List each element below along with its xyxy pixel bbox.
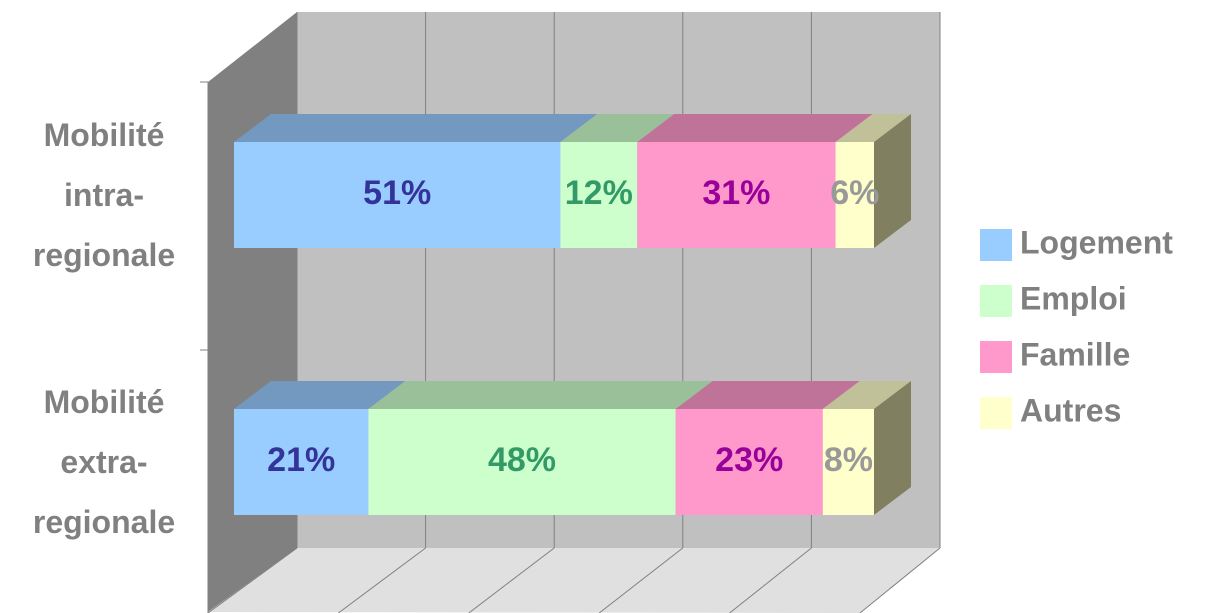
bar [675, 409, 823, 515]
legend-swatch [980, 285, 1012, 317]
legend-swatch [980, 341, 1012, 373]
floor-grid-line [468, 547, 555, 613]
data-label: 48% [488, 441, 556, 479]
legend-label: Autres [1020, 392, 1121, 428]
bar-segment [637, 114, 873, 248]
bar-top [835, 114, 911, 142]
bar-top [822, 381, 911, 409]
bar-side [874, 381, 911, 515]
bar-segment [560, 114, 675, 248]
bar-top [234, 114, 598, 142]
floor-grid-line [598, 547, 684, 613]
legend-label: Logement [1020, 224, 1173, 260]
floor-grid-line [859, 547, 941, 613]
bar-segment [234, 114, 598, 248]
floor-grid-line [338, 547, 426, 613]
bar [637, 142, 836, 248]
legend-swatch [980, 229, 1012, 261]
bar [234, 409, 369, 515]
bar-top [368, 381, 713, 409]
bar [234, 142, 561, 248]
bar [835, 142, 874, 248]
data-label: 23% [715, 441, 783, 479]
data-label: 6% [830, 174, 879, 212]
bar [822, 409, 874, 515]
data-label: 51% [363, 174, 431, 212]
data-label: 21% [267, 441, 335, 479]
data-label: 8% [824, 441, 873, 479]
category-label: Mobilité extra-regionale [32, 384, 176, 540]
data-label: 31% [702, 174, 770, 212]
floor [208, 548, 940, 613]
floor-grid-line [729, 547, 812, 613]
bar-segment [822, 381, 911, 515]
bar-segment [675, 381, 860, 515]
bar-top [675, 381, 860, 409]
bar-segment [368, 381, 713, 515]
data-label: 12% [565, 174, 633, 212]
floor-grid-line [207, 547, 298, 613]
legend-label: Famille [1020, 336, 1130, 372]
bar-top [234, 381, 406, 409]
bar [368, 409, 676, 515]
bar-top [637, 114, 873, 142]
legend-swatch [980, 397, 1012, 429]
bar-top [560, 114, 675, 142]
bar-segment [234, 381, 406, 515]
legend-label: Emploi [1020, 280, 1127, 316]
bar [560, 142, 638, 248]
category-label: Mobilité intra-regionale [32, 117, 176, 273]
bar-side [874, 114, 911, 248]
side-wall [208, 12, 297, 612]
bar-segment [835, 114, 911, 248]
